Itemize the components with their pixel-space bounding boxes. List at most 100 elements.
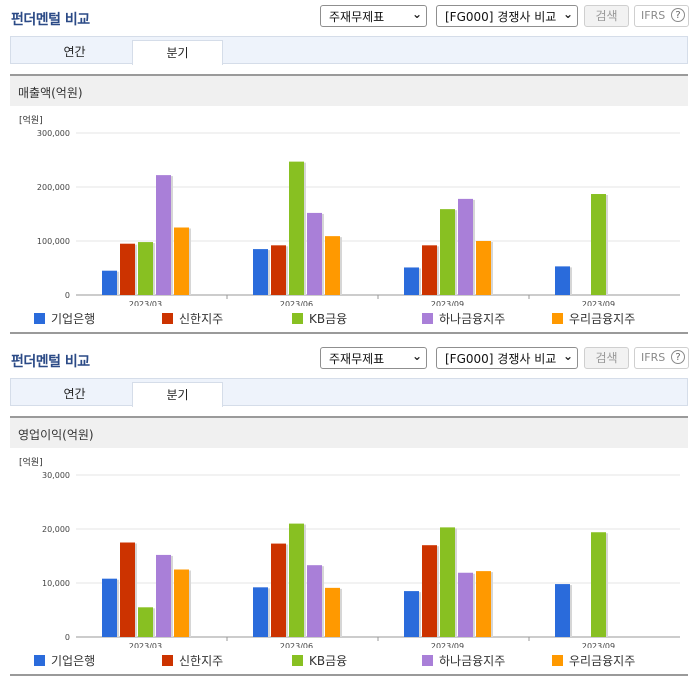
- bar-chart: [억원] 0 10,000 20,000 30,000 2023/03 2023/06 202…: [19, 456, 680, 648]
- legend-swatch: [292, 655, 303, 666]
- select-value: [FG000] 경쟁사 비교: [445, 10, 557, 24]
- ifrs-label: IFRS: [641, 351, 666, 364]
- help-icon[interactable]: ?: [671, 350, 685, 364]
- bar: [289, 523, 304, 637]
- x-tick-label: 2023/09: [431, 642, 464, 648]
- legend-label: 기업은행: [51, 654, 96, 668]
- legend-label: KB금융: [309, 312, 348, 326]
- bar: [476, 241, 491, 295]
- bar: [271, 543, 286, 637]
- search-button[interactable]: 검색: [584, 5, 629, 27]
- bar: [120, 542, 135, 637]
- y-tick-label: 300,000: [37, 129, 70, 138]
- legend-swatch: [422, 655, 433, 666]
- legend-item[interactable]: 신한지주: [162, 310, 223, 327]
- panel-header: 펀더멘털 비교 주재무제표 ⌄ [FG000] 경쟁사 비교 ⌄ 검색 IFRS?: [0, 342, 696, 378]
- bar: [422, 545, 437, 637]
- legend-label: 기업은행: [51, 312, 96, 326]
- comparison-group-select[interactable]: [FG000] 경쟁사 비교 ⌄: [436, 347, 578, 369]
- chevron-down-icon: ⌄: [562, 349, 573, 363]
- bar: [253, 587, 268, 637]
- legend-item[interactable]: 하나금융지주: [422, 310, 505, 327]
- bar-chart: [억원] 0 100,000 200,000 300,000 2023/03 2023/06…: [19, 114, 680, 306]
- help-icon[interactable]: ?: [671, 8, 685, 22]
- x-tick-label: 2023/06: [280, 300, 313, 306]
- bar: [325, 236, 340, 295]
- y-tick-label: 0: [65, 291, 70, 300]
- legend-item[interactable]: 기업은행: [34, 310, 95, 327]
- bar: [422, 245, 437, 295]
- legend-label: 신한지주: [179, 654, 224, 668]
- bar: [138, 607, 153, 637]
- panel-header: 펀더멘털 비교 주재무제표 ⌄ [FG000] 경쟁사 비교 ⌄ 검색 IFRS?: [0, 0, 696, 36]
- select-value: 주재무제표: [329, 10, 385, 24]
- chevron-down-icon: ⌄: [562, 7, 573, 21]
- comparison-group-select[interactable]: [FG000] 경쟁사 비교 ⌄: [436, 5, 578, 27]
- legend-swatch: [34, 655, 45, 666]
- x-tick-label: 2023/09: [582, 642, 615, 648]
- panel-title: 펀더멘털 비교: [11, 354, 90, 370]
- bar: [307, 565, 322, 637]
- legend-item[interactable]: 하나금융지주: [422, 652, 505, 669]
- search-button[interactable]: 검색: [584, 347, 629, 369]
- x-tick-label: 2023/09: [431, 300, 464, 306]
- y-tick-label: 30,000: [42, 471, 70, 480]
- ifrs-label: IFRS: [641, 9, 666, 22]
- y-unit-label: [억원]: [19, 456, 43, 468]
- legend-item[interactable]: 우리금융지주: [552, 310, 635, 327]
- bar: [458, 572, 473, 637]
- chart-legend: 기업은행 신한지주 KB금융 하나금융지주 우리금융지주: [10, 648, 688, 668]
- tab-quarterly[interactable]: 분기: [132, 382, 223, 407]
- bar: [404, 591, 419, 637]
- tab-annual[interactable]: 연간: [63, 45, 86, 59]
- x-tick-label: 2023/06: [280, 642, 313, 648]
- ifrs-button[interactable]: IFRS?: [634, 347, 689, 369]
- ifrs-button[interactable]: IFRS?: [634, 5, 689, 27]
- statement-type-select[interactable]: 주재무제표 ⌄: [320, 5, 427, 27]
- y-unit-label: [억원]: [19, 114, 43, 126]
- legend-swatch: [162, 655, 173, 666]
- tab-quarterly[interactable]: 분기: [132, 40, 223, 65]
- panel-title: 펀더멘털 비교: [11, 12, 90, 28]
- bar: [102, 578, 117, 637]
- bar: [138, 242, 153, 295]
- bar: [120, 243, 135, 295]
- legend-swatch: [162, 313, 173, 324]
- bar: [271, 245, 286, 295]
- statement-type-select[interactable]: 주재무제표 ⌄: [320, 347, 427, 369]
- y-tick-label: 20,000: [42, 525, 70, 534]
- select-value: 주재무제표: [329, 352, 385, 366]
- bar: [307, 212, 322, 295]
- x-tick-label: 2023/03: [129, 300, 162, 306]
- chart-section: 매출액(억원) [억원] 0 100,000 200,000 300,000 2023/0…: [10, 74, 688, 334]
- legend-swatch: [552, 313, 563, 324]
- bar: [289, 161, 304, 295]
- section-header: 매출액(억원): [10, 76, 688, 106]
- bar: [156, 554, 171, 637]
- legend-item[interactable]: KB금융: [292, 310, 347, 327]
- legend-item[interactable]: 우리금융지주: [552, 652, 635, 669]
- section-header: 영업이익(억원): [10, 418, 688, 448]
- legend-swatch: [552, 655, 563, 666]
- bar: [476, 571, 491, 637]
- legend-item[interactable]: 기업은행: [34, 652, 95, 669]
- bar: [325, 587, 340, 637]
- bar: [440, 209, 455, 295]
- y-tick-label: 100,000: [37, 237, 70, 246]
- bar: [591, 194, 606, 295]
- chart-legend: 기업은행 신한지주 KB금융 하나금융지주 우리금융지주: [10, 306, 688, 326]
- chevron-down-icon: ⌄: [411, 7, 422, 21]
- chart-title: 매출액(억원): [18, 86, 83, 100]
- legend-item[interactable]: KB금융: [292, 652, 347, 669]
- bar: [440, 527, 455, 637]
- bar: [458, 198, 473, 295]
- period-tabs: 연간 분기: [10, 36, 688, 65]
- legend-item[interactable]: 신한지주: [162, 652, 223, 669]
- tab-annual[interactable]: 연간: [63, 387, 86, 401]
- legend-label: KB금융: [309, 654, 348, 668]
- legend-label: 신한지주: [179, 312, 224, 326]
- bar: [555, 266, 570, 295]
- chart-section: 영업이익(억원) [억원] 0 10,000 20,000 30,000 2023/03 2…: [10, 416, 688, 676]
- legend-label: 우리금융지주: [569, 654, 636, 668]
- bar: [591, 532, 606, 637]
